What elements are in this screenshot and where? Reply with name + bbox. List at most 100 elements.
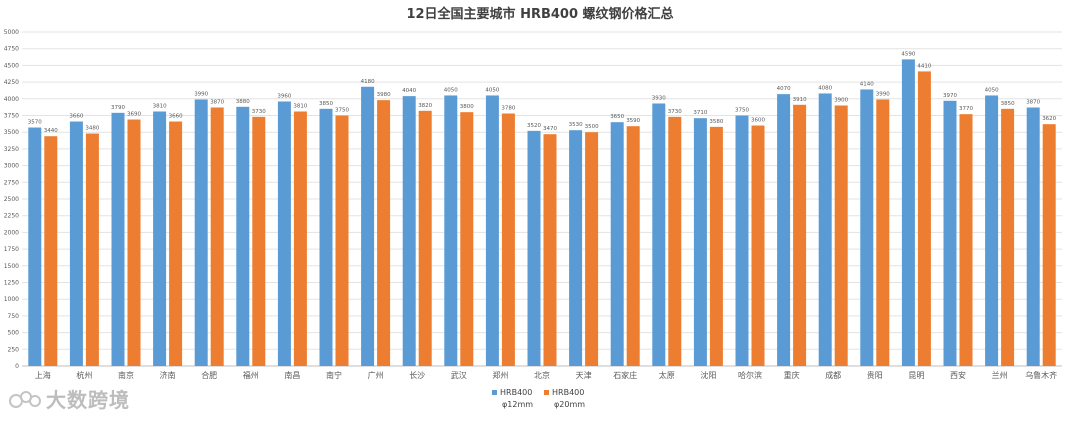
y-tick-label: 250 <box>8 346 20 353</box>
data-label: 3600 <box>751 118 765 124</box>
data-label: 3880 <box>236 99 250 105</box>
data-label: 4050 <box>444 87 458 93</box>
bar <box>1001 108 1015 366</box>
bar <box>527 130 541 366</box>
bar <box>252 116 266 366</box>
bar <box>319 108 333 366</box>
bar <box>860 89 874 366</box>
data-label: 3990 <box>876 91 890 97</box>
data-label: 3480 <box>85 126 99 132</box>
data-label: 3800 <box>460 104 474 110</box>
data-label: 4070 <box>777 86 791 92</box>
data-label: 3470 <box>543 126 557 132</box>
data-label: 3440 <box>44 128 58 134</box>
data-label: 3710 <box>693 110 707 116</box>
y-tick-label: 3000 <box>4 163 19 170</box>
data-label: 4180 <box>361 79 375 85</box>
bar <box>793 104 807 366</box>
data-label: 4050 <box>985 87 999 93</box>
bar <box>985 95 999 367</box>
bar <box>28 127 42 366</box>
x-tick-label: 沈阳 <box>700 370 716 380</box>
data-label: 3960 <box>277 93 291 99</box>
bar <box>236 106 250 366</box>
y-tick-label: 4250 <box>4 79 19 86</box>
data-label: 3750 <box>335 108 349 114</box>
bar <box>169 121 183 367</box>
data-label: 3580 <box>709 119 723 125</box>
bar <box>1026 107 1040 366</box>
bar <box>44 136 58 366</box>
bar <box>210 107 224 366</box>
bar <box>543 134 557 366</box>
data-label: 4040 <box>402 88 416 94</box>
bar <box>418 110 432 366</box>
bar <box>402 96 416 367</box>
bar <box>485 95 499 367</box>
legend-label: HRB400 <box>500 388 532 397</box>
legend: HRB400 φ12mm HRB400 φ20mm <box>492 388 585 409</box>
data-label: 4590 <box>901 51 915 57</box>
data-label: 3590 <box>626 118 640 124</box>
legend-label: φ20mm <box>554 400 585 409</box>
data-label: 3660 <box>69 114 83 120</box>
data-label: 3970 <box>943 93 957 99</box>
bar <box>293 111 307 366</box>
data-label: 4410 <box>917 63 931 69</box>
data-label: 4050 <box>485 87 499 93</box>
x-tick-label: 郑州 <box>492 370 508 380</box>
data-label: 3750 <box>735 108 749 114</box>
data-label: 3930 <box>652 95 666 101</box>
x-tick-label: 贵阳 <box>867 370 883 380</box>
bar <box>69 121 83 367</box>
x-tick-label: 天津 <box>576 370 592 380</box>
data-label: 3620 <box>1042 116 1056 122</box>
data-label: 3520 <box>527 123 541 129</box>
bar <box>751 125 765 367</box>
bar <box>460 112 474 366</box>
bar <box>153 111 167 366</box>
data-label: 3780 <box>501 105 515 111</box>
x-tick-label: 哈尔滨 <box>738 370 762 380</box>
data-label: 3570 <box>28 120 42 126</box>
bar <box>610 122 624 367</box>
bar <box>959 114 973 366</box>
bar <box>668 116 682 366</box>
legend-swatch <box>544 390 549 395</box>
bar <box>652 103 666 366</box>
y-tick-label: 750 <box>8 313 20 320</box>
bar <box>85 133 99 366</box>
bar <box>277 101 291 367</box>
y-axis: 0 250 500 750 1000 1250 1500 1750 2000 2250 2500 27… <box>4 29 19 370</box>
y-tick-label: 3250 <box>4 146 19 153</box>
data-label: 3990 <box>194 91 208 97</box>
data-label: 3770 <box>959 106 973 112</box>
y-tick-label: 1750 <box>4 246 19 253</box>
bar <box>377 100 391 367</box>
y-tick-label: 2250 <box>4 213 19 220</box>
bar <box>693 118 707 366</box>
data-label: 3530 <box>569 122 583 128</box>
bar <box>111 112 125 366</box>
x-tick-label: 武汉 <box>451 370 467 380</box>
x-tick-label: 乌鲁木齐 <box>1025 370 1057 380</box>
x-tick-label: 长沙 <box>409 370 425 380</box>
x-tick-label: 济南 <box>160 370 176 380</box>
data-label: 3870 <box>1026 99 1040 105</box>
bar <box>876 99 890 366</box>
bar <box>777 94 791 367</box>
watermark: 大数跨境 <box>8 384 130 413</box>
data-label: 3850 <box>319 101 333 107</box>
x-tick-label: 合肥 <box>201 370 217 380</box>
bar <box>709 126 723 366</box>
legend-swatch <box>492 390 497 395</box>
bar <box>585 132 599 366</box>
data-label: 3810 <box>153 103 167 109</box>
data-label: 3980 <box>377 92 391 98</box>
x-tick-label: 昆明 <box>908 371 924 380</box>
data-label: 4140 <box>860 81 874 87</box>
chart-title: 12日全国主要城市 HRB400 螺纹钢价格汇总 <box>406 6 673 22</box>
watermark-text: 大数跨境 <box>46 388 130 412</box>
bar <box>917 71 931 367</box>
data-label: 3870 <box>210 99 224 105</box>
